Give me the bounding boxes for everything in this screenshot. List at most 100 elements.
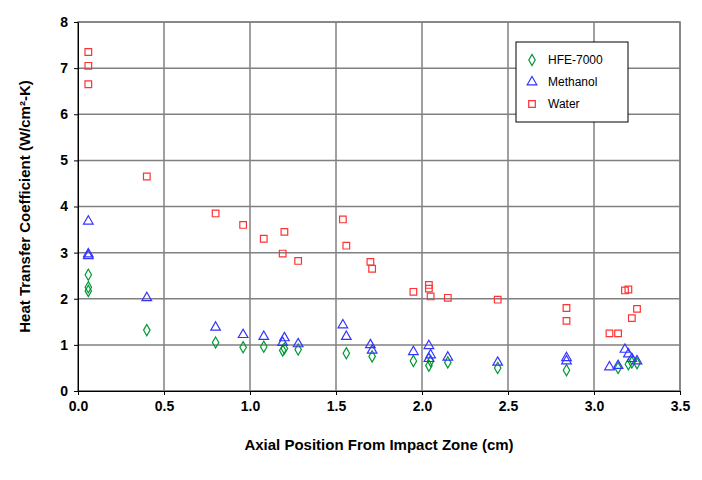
point bbox=[445, 357, 451, 368]
y-axis: 012345678 bbox=[60, 14, 78, 399]
point bbox=[342, 331, 352, 339]
tick-label: 2.5 bbox=[499, 398, 519, 414]
tick-mark bbox=[74, 68, 78, 69]
tick-mark bbox=[74, 345, 78, 346]
tick: 4 bbox=[60, 198, 78, 214]
point bbox=[211, 322, 221, 330]
point bbox=[563, 305, 570, 312]
point bbox=[632, 355, 642, 363]
tick-label: 1.5 bbox=[327, 398, 347, 414]
point bbox=[625, 286, 632, 293]
tick-label: 3 bbox=[60, 245, 68, 261]
point bbox=[369, 265, 376, 272]
tick: 1.0 bbox=[241, 391, 261, 414]
tick-label: 4 bbox=[60, 198, 68, 214]
point bbox=[427, 293, 434, 300]
point bbox=[212, 210, 219, 217]
point bbox=[409, 346, 419, 354]
tick: 0 bbox=[60, 383, 78, 399]
point bbox=[366, 339, 376, 347]
point bbox=[629, 315, 636, 322]
tick: 2 bbox=[60, 291, 78, 307]
tick-mark bbox=[74, 299, 78, 300]
tick: 3.5 bbox=[671, 391, 691, 414]
tick-mark bbox=[74, 114, 78, 115]
point bbox=[606, 330, 613, 337]
point bbox=[562, 355, 572, 363]
tick: 2.5 bbox=[499, 391, 519, 414]
point bbox=[615, 330, 622, 337]
tick-label: 2.0 bbox=[413, 398, 433, 414]
point bbox=[340, 216, 347, 223]
point bbox=[84, 216, 94, 224]
tick-mark bbox=[74, 253, 78, 254]
tick-label: 2 bbox=[60, 291, 68, 307]
point bbox=[343, 242, 350, 249]
tick-mark bbox=[422, 391, 423, 395]
point bbox=[142, 292, 152, 300]
grid-line bbox=[78, 344, 680, 346]
point bbox=[338, 319, 348, 327]
point bbox=[212, 337, 218, 348]
y-axis-title: Heat Transfer Coefficient (W/cm²-K) bbox=[16, 80, 33, 333]
tick-mark bbox=[74, 391, 78, 392]
tick-label: 5 bbox=[60, 152, 68, 168]
point bbox=[410, 355, 416, 366]
point bbox=[493, 357, 503, 365]
point bbox=[85, 63, 92, 70]
point bbox=[424, 353, 434, 361]
point bbox=[85, 269, 91, 280]
point bbox=[85, 81, 92, 88]
tick-mark bbox=[164, 391, 165, 395]
tick-mark bbox=[594, 391, 595, 395]
legend-box bbox=[516, 42, 628, 122]
series bbox=[85, 269, 640, 376]
point bbox=[295, 344, 301, 355]
point bbox=[144, 325, 150, 336]
point bbox=[369, 351, 375, 362]
tick-label: 0.0 bbox=[69, 398, 89, 414]
point bbox=[280, 332, 290, 340]
tick: 3 bbox=[60, 245, 78, 261]
point bbox=[143, 173, 150, 180]
point bbox=[85, 285, 91, 296]
point bbox=[240, 342, 246, 353]
point bbox=[343, 348, 349, 359]
tick-mark bbox=[74, 22, 78, 23]
grid-line bbox=[78, 206, 680, 208]
point bbox=[426, 285, 433, 292]
point bbox=[410, 289, 417, 296]
tick-label: 6 bbox=[60, 106, 68, 122]
point bbox=[85, 49, 92, 56]
tick: 5 bbox=[60, 152, 78, 168]
grid-line bbox=[78, 252, 680, 254]
point bbox=[494, 296, 501, 303]
point bbox=[85, 282, 91, 293]
tick-label: 7 bbox=[60, 60, 68, 76]
tick-label: 3.0 bbox=[585, 398, 605, 414]
tick: 0.0 bbox=[69, 391, 89, 414]
point bbox=[240, 222, 247, 229]
plot-frame bbox=[78, 22, 680, 391]
tick-mark bbox=[74, 207, 78, 208]
point bbox=[295, 258, 302, 265]
point bbox=[625, 359, 631, 370]
tick-mark bbox=[74, 160, 78, 161]
grid-line bbox=[78, 160, 680, 162]
point bbox=[261, 341, 267, 352]
legend-label: Water bbox=[548, 97, 580, 111]
axis-line bbox=[79, 392, 681, 396]
point bbox=[281, 229, 288, 236]
point bbox=[238, 329, 248, 337]
tick-mark bbox=[680, 391, 681, 395]
grid bbox=[78, 22, 680, 391]
point bbox=[634, 306, 641, 313]
legend-marker bbox=[527, 76, 537, 84]
grid-line bbox=[78, 298, 680, 300]
tick-label: 0 bbox=[60, 383, 68, 399]
tick: 0.5 bbox=[155, 391, 175, 414]
tick-mark bbox=[250, 391, 251, 395]
tick: 3.0 bbox=[585, 391, 605, 414]
tick: 2.0 bbox=[413, 391, 433, 414]
point bbox=[424, 340, 434, 348]
